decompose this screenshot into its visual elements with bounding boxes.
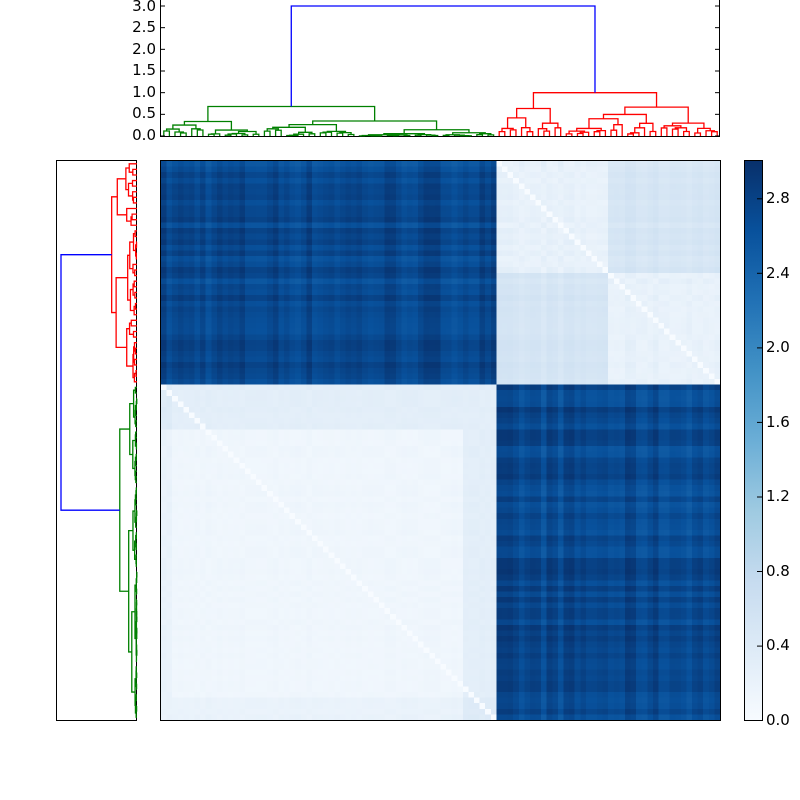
ytick-label: 1.5 bbox=[132, 61, 156, 79]
ytick-label: 2.5 bbox=[132, 18, 156, 36]
colorbar-tick-label: 0.4 bbox=[766, 636, 790, 654]
ytick-label: 1.0 bbox=[132, 83, 156, 101]
colorbar-tick-label: 2.4 bbox=[766, 264, 790, 282]
heatmap-grid bbox=[161, 161, 720, 720]
colorbar-tick-label: 0.0 bbox=[766, 711, 790, 729]
colorbar-tick-label: 2.0 bbox=[766, 338, 790, 356]
colorbar-tick-label: 0.8 bbox=[766, 562, 790, 580]
ytick-label: 3.0 bbox=[132, 0, 156, 15]
top-dendrogram bbox=[160, 0, 720, 137]
ytick-label: 0.5 bbox=[132, 104, 156, 122]
colorbar-tick-label: 2.8 bbox=[766, 189, 790, 207]
ytick-label: 0.0 bbox=[132, 126, 156, 144]
colorbar-tick-label: 1.6 bbox=[766, 413, 790, 431]
ytick-label: 2.0 bbox=[132, 40, 156, 58]
colorbar-gradient bbox=[745, 161, 762, 720]
colorbar bbox=[744, 160, 763, 721]
left-dendrogram-plot bbox=[60, 163, 138, 718]
left-dendrogram bbox=[56, 160, 138, 721]
heatmap bbox=[160, 160, 721, 721]
top-dendrogram-plot bbox=[161, 5, 719, 137]
colorbar-tick-label: 1.2 bbox=[766, 487, 790, 505]
